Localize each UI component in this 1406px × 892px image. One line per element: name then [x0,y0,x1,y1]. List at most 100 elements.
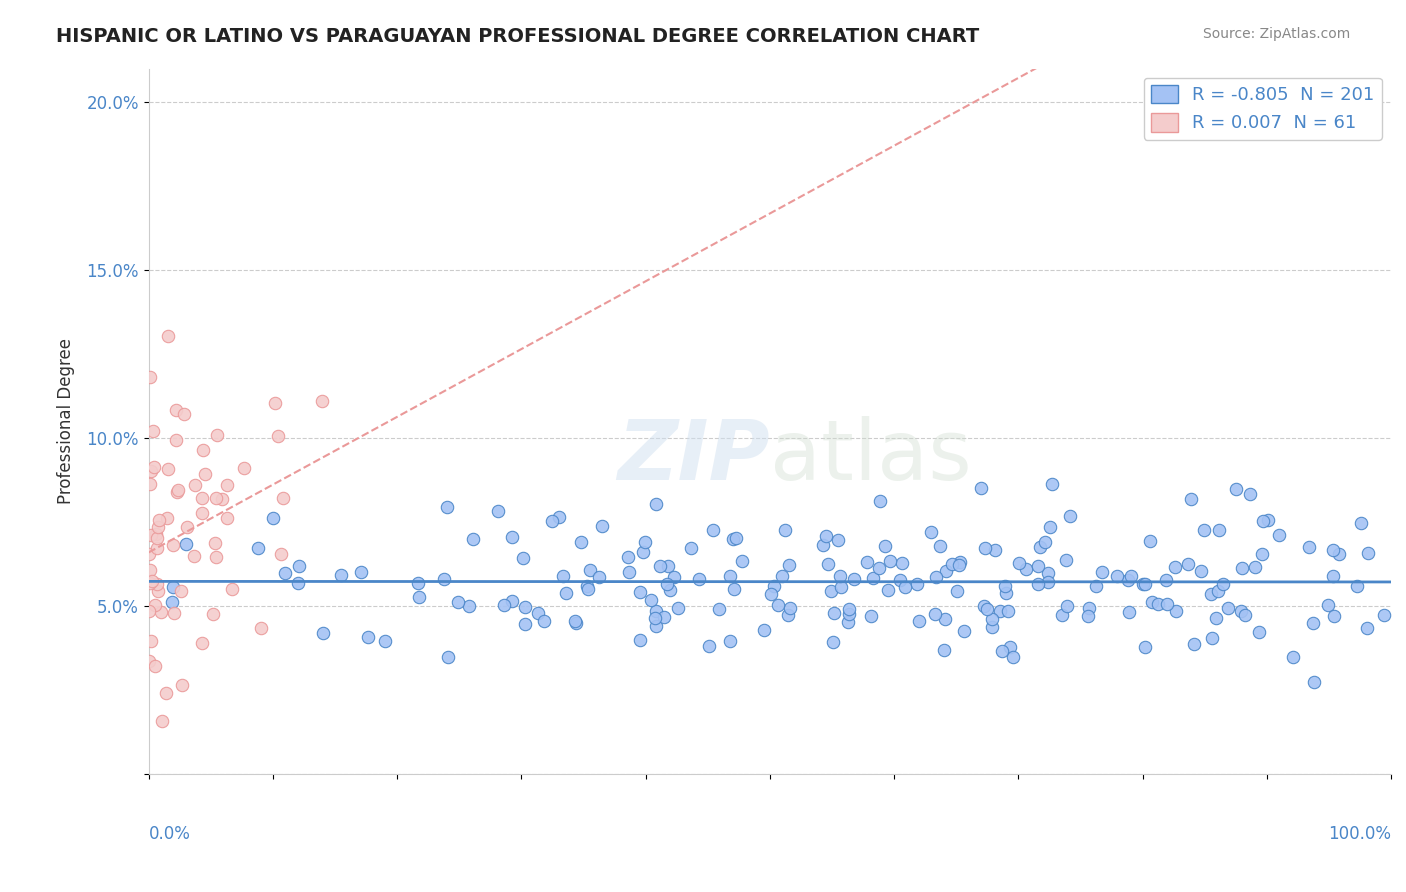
Point [191,636,214,650]
Point [934,613,956,627]
Point [779,601,801,615]
Point [139,564,162,578]
Point [838,602,860,616]
Point [569,534,592,549]
Point [143,599,166,613]
Point [754,624,776,638]
Point [949,555,972,569]
Point [644,611,666,625]
Point [1177,557,1199,571]
Point [630,585,652,599]
Point [1303,675,1326,690]
Point [997,604,1019,618]
Point [138,547,160,561]
Point [540,514,562,528]
Point [889,573,911,587]
Point [1156,597,1178,611]
Point [814,529,837,543]
Point [1189,564,1212,578]
Point [1239,487,1261,501]
Point [494,598,516,612]
Point [146,520,169,534]
Point [1182,637,1205,651]
Point [548,510,571,524]
Point [1282,649,1305,664]
Point [890,557,912,571]
Point [211,491,233,506]
Point [1133,577,1156,591]
Point [330,568,353,582]
Point [183,549,205,563]
Point [184,478,207,492]
Point [681,541,703,555]
Point [138,654,160,668]
Point [267,429,290,443]
Point [246,541,269,555]
Point [907,576,929,591]
Point [634,535,657,549]
Point [1208,523,1230,537]
Point [576,579,599,593]
Point [820,583,842,598]
Point [162,595,184,609]
Point [860,609,883,624]
Point [707,602,730,616]
Point [924,607,946,621]
Point [731,554,754,568]
Point [357,630,380,644]
Point [163,607,186,621]
Point [1001,649,1024,664]
Point [174,537,197,551]
Point [920,524,942,539]
Point [1322,543,1344,558]
Point [869,494,891,508]
Point [194,467,217,482]
Point [270,547,292,561]
Point [139,477,162,491]
Point [873,539,896,553]
Point [1250,547,1272,561]
Point [262,510,284,524]
Point [146,541,169,555]
Point [588,570,610,584]
Point [141,574,163,588]
Point [644,619,666,633]
Point [1257,513,1279,527]
Point [139,576,162,591]
Point [433,572,456,586]
Point [1199,587,1222,601]
Point [155,686,177,700]
Point [513,599,536,614]
Point [1374,608,1396,623]
Point [406,576,429,591]
Point [952,624,974,638]
Point [143,658,166,673]
Point [766,598,789,612]
Point [408,590,430,604]
Point [1147,597,1170,611]
Point [146,584,169,599]
Point [1059,509,1081,524]
Point [837,615,859,630]
Point [994,579,1017,593]
Point [1230,604,1253,618]
Point [1033,535,1056,549]
Point [657,558,679,573]
Point [723,582,745,596]
Point [928,540,950,554]
Point [1091,565,1114,579]
Point [935,564,957,578]
Point [1216,601,1239,615]
Point [1078,601,1101,615]
Point [1205,611,1227,625]
Point [981,620,1004,634]
Point [823,606,845,620]
Point [156,329,179,343]
Point [436,500,458,515]
Point [150,714,173,728]
Point [1140,594,1163,608]
Legend: R = -0.805  N = 201, R = 0.007  N = 61: R = -0.805 N = 201, R = 0.007 N = 61 [1143,78,1382,140]
Point [166,485,188,500]
Point [697,639,720,653]
Point [1251,514,1274,528]
